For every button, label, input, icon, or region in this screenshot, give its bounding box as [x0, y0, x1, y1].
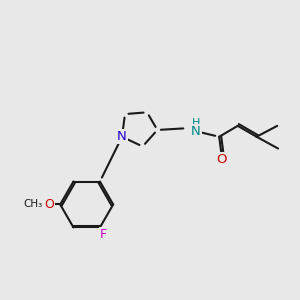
Text: N: N	[191, 125, 200, 138]
Text: CH₃: CH₃	[23, 200, 42, 209]
Text: O: O	[44, 198, 54, 211]
Text: O: O	[216, 153, 227, 166]
Text: H: H	[191, 118, 200, 128]
Text: F: F	[100, 228, 107, 241]
Text: N: N	[117, 130, 127, 143]
